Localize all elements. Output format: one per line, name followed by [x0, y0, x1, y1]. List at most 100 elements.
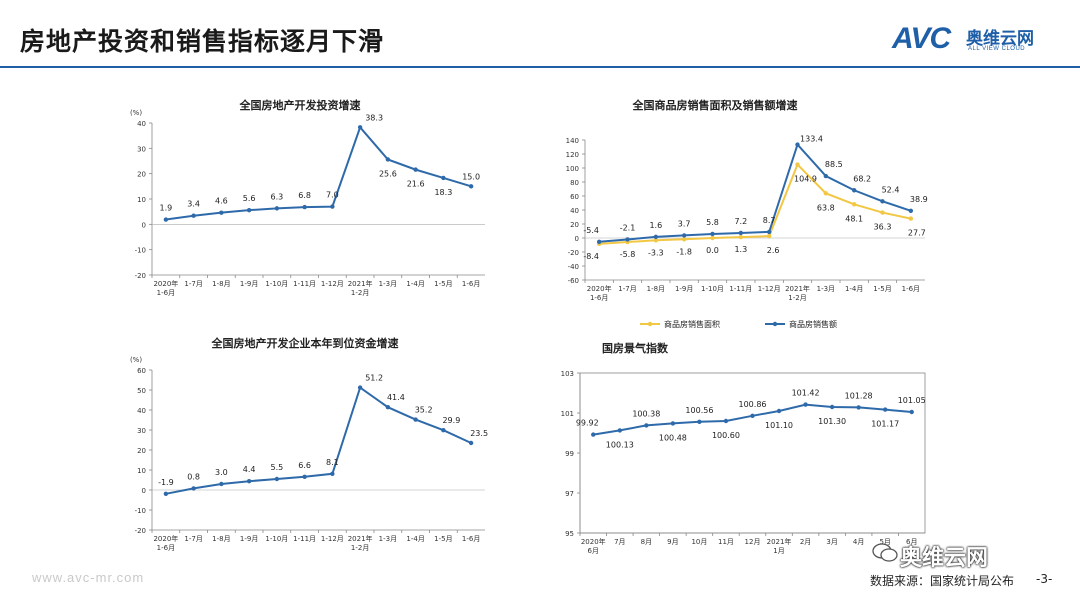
sales-x-tick-label: 1-2月: [788, 294, 806, 302]
funds-series-line-0: [165, 385, 472, 495]
climate-data-point: [591, 432, 596, 437]
investment-x-tick-label: 1-10月: [265, 280, 288, 288]
investment-x-tick-label: 1-7月: [184, 280, 202, 288]
climate-data-label: 101.05: [898, 396, 926, 405]
sales-data-point: [681, 233, 687, 238]
sales-data-point: [823, 173, 829, 179]
climate-data-label: 100.13: [606, 440, 634, 449]
investment-data-point: [302, 204, 307, 210]
climate-data-point: [909, 409, 914, 415]
climate-data-point: [776, 408, 782, 414]
sales-data-label: 63.8: [817, 203, 835, 212]
climate-data-label: 101.30: [818, 417, 846, 426]
sales-data-label: 5.8: [706, 218, 719, 227]
funds-data-point: [163, 491, 169, 496]
investment-y-tick-label: 40: [137, 120, 146, 128]
sales-data-label: 1.6: [649, 221, 662, 230]
funds-data-label: 5.5: [271, 463, 284, 472]
funds-y-unit-label: (%): [130, 356, 142, 364]
funds-data-label: 6.6: [298, 461, 311, 470]
funds-x-tick-label: 2021年: [348, 534, 373, 543]
funds-x-tick-label: 1-5月: [434, 535, 452, 543]
sales-y-tick-label: 0: [575, 235, 579, 243]
sales-x-tick-label: 1-10月: [701, 285, 724, 293]
funds-data-label: 29.9: [442, 416, 460, 425]
climate-data-label: 99.92: [576, 419, 599, 428]
climate-x-tick-label: 9月: [667, 538, 678, 546]
investment-data-label: 3.4: [187, 200, 200, 209]
funds-data-label: 51.2: [365, 374, 383, 383]
sales-x-tick-label: 1-3月: [817, 285, 835, 293]
climate-data-point: [617, 428, 623, 433]
sales-data-point: [823, 191, 829, 196]
sales-data-point: [738, 230, 744, 236]
investment-x-tick-label: 1-5月: [434, 280, 452, 288]
funds-data-point: [246, 479, 252, 484]
investment-data-label: 4.6: [215, 197, 228, 206]
sales-data-point: [908, 208, 914, 213]
climate-x-tick-label: 2月: [800, 538, 811, 546]
sales-data-point: [851, 202, 857, 207]
funds-y-tick-label: 20: [137, 447, 146, 455]
sales-data-point: [710, 235, 715, 241]
investment-data-point: [330, 204, 335, 209]
climate-data-label: 101.17: [871, 420, 899, 429]
funds-data-point: [441, 428, 446, 433]
sales-x-tick-label: 1-7月: [618, 285, 636, 293]
sales-data-point: [851, 188, 857, 193]
sales-y-tick-label: 60: [570, 193, 579, 201]
sales-data-label: -1.8: [676, 247, 692, 256]
investment-data-point: [219, 210, 224, 215]
climate-x-tick-label: 5月: [879, 538, 890, 546]
logo-chinese-name: 奥维云网: [966, 29, 1034, 49]
sales-y-tick-label: -40: [568, 263, 579, 271]
sales-data-label: -3.3: [648, 248, 664, 257]
funds-x-tick-label: 1-6月: [462, 535, 480, 543]
climate-x-tick-label: 8月: [641, 538, 652, 546]
funds-x-tick-label: 1-4月: [406, 535, 424, 543]
investment-x-tick-label: 1-6月: [462, 280, 480, 288]
sales-x-tick-label: 2021年: [785, 284, 810, 293]
investment-x-tick-label: 2021年: [348, 279, 373, 288]
climate-y-tick-label: 95: [565, 530, 574, 538]
funds-growth-chart: 全国房地产开发企业本年到位资金增速 (%) -20 -10 0 10 20 30 40 50 60 2…: [110, 335, 495, 575]
investment-data-point: [246, 207, 252, 213]
investment-data-point: [274, 206, 280, 211]
sales-data-label: 0.0: [706, 246, 719, 255]
investment-x-tick-label: 1-3月: [379, 280, 397, 288]
funds-y-tick-label: -10: [135, 507, 146, 515]
funds-y-tick-label: 60: [137, 367, 146, 375]
sales-data-point: [880, 199, 885, 204]
climate-data-label: 101.10: [765, 421, 793, 430]
funds-y-tick-label: 0: [142, 487, 146, 495]
sales-data-label: 1.3: [734, 245, 747, 254]
sales-legend-marker: [772, 321, 778, 327]
climate-data-point: [644, 423, 649, 428]
sales-data-label: 68.2: [853, 174, 871, 183]
funds-y-tick-label: 30: [137, 427, 146, 435]
sales-growth-chart: 全国商品房销售面积及销售额增速 -60 -40 -20 0 20 40 60 80 100 120 1…: [545, 95, 945, 335]
investment-x-tick-label: 1-9月: [240, 280, 258, 288]
funds-data-label: 0.8: [187, 472, 200, 481]
investment-x-tick-label: 1-12月: [321, 280, 344, 288]
investment-data-label: 15.0: [462, 172, 480, 181]
investment-data-point: [441, 175, 446, 181]
climate-x-tick-label: 12月: [745, 538, 761, 546]
funds-data-point: [219, 481, 224, 487]
sales-data-label: 88.5: [825, 160, 843, 169]
sales-legend-label: 商品房销售面积: [664, 319, 720, 329]
sales-data-point: [908, 216, 914, 221]
funds-y-tick-label: -20: [135, 527, 146, 535]
avc-logo: AVC 奥维云网 ALL VIEW CLOUD: [890, 22, 1060, 58]
funds-data-point: [274, 476, 280, 482]
funds-data-label: -1.9: [158, 478, 174, 487]
sales-y-tick-label: 120: [566, 151, 579, 159]
climate-x-tick-label: 2021年: [767, 537, 792, 546]
investment-data-point: [191, 213, 196, 218]
climate-x-tick-label: 1月: [773, 547, 784, 555]
sales-data-label: 48.1: [845, 214, 863, 223]
funds-data-label: 23.5: [470, 429, 488, 438]
climate-x-tick-label: 6月: [906, 538, 917, 546]
sales-x-tick-label: 1-11月: [729, 285, 752, 293]
wechat-icon: [872, 543, 898, 562]
